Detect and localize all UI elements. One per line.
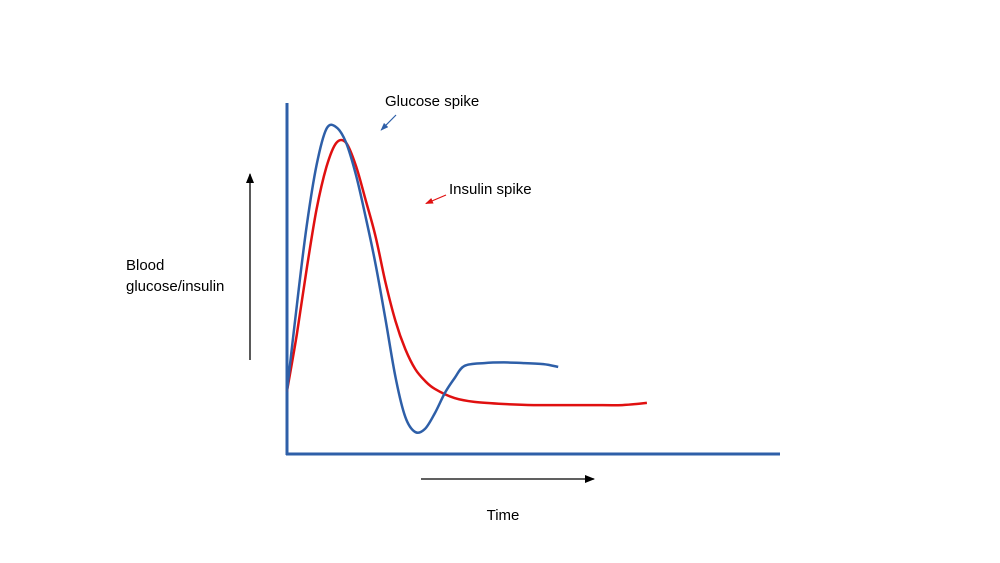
annotation-glucose-spike: Glucose spike (385, 93, 479, 110)
y-axis-label-line-2: glucose/insulin (126, 278, 224, 295)
x-axis-label: Time (487, 507, 520, 524)
annotation-insulin-spike: Insulin spike (449, 181, 532, 198)
series-line-insulin (285, 138, 648, 407)
annotation-arrow-insulin (425, 194, 447, 205)
series-line-glucose (285, 123, 559, 435)
y-axis-label-line-1: Blood (126, 257, 164, 274)
annotation-arrow-glucose (380, 114, 397, 131)
